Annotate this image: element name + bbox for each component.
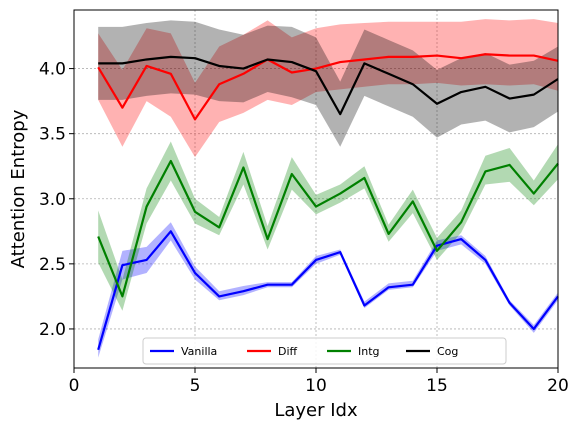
band-intg xyxy=(98,141,558,311)
x-tick-label: 10 xyxy=(305,376,327,396)
x-tick-label: 0 xyxy=(69,376,80,396)
x-axis-ticks: 0 5 10 15 20 xyxy=(69,368,569,396)
x-tick-label: 15 xyxy=(426,376,448,396)
confidence-bands xyxy=(98,19,558,358)
y-tick-label: 4.0 xyxy=(39,60,66,80)
y-axis-ticks: 2.0 2.5 3.0 3.5 4.0 xyxy=(39,60,74,340)
y-tick-label: 3.5 xyxy=(39,125,66,145)
series-line-cog xyxy=(98,55,559,116)
series-line-vanilla xyxy=(97,230,559,351)
y-tick-label: 3.0 xyxy=(39,190,66,210)
legend-label-vanilla: Vanilla xyxy=(181,345,217,358)
band-cog xyxy=(98,20,558,147)
legend-label-intg: Intg xyxy=(358,345,380,358)
legend-label-diff: Diff xyxy=(278,345,298,358)
legend-label-cog: Cog xyxy=(437,345,458,358)
legend-box xyxy=(142,337,507,365)
legend: Vanilla Diff Intg Cog xyxy=(142,337,507,365)
x-tick-label: 20 xyxy=(547,376,569,396)
band-diff xyxy=(98,19,558,158)
series-lines xyxy=(97,53,559,351)
series-line-intg xyxy=(97,159,559,298)
y-tick-label: 2.5 xyxy=(39,255,66,275)
y-tick-label: 2.0 xyxy=(39,320,66,340)
x-tick-label: 5 xyxy=(190,376,201,396)
series-line-diff xyxy=(97,53,559,121)
x-axis-label: Layer Idx xyxy=(274,400,358,421)
y-axis-label: Attention Entropy xyxy=(8,109,29,268)
band-vanilla xyxy=(98,222,558,358)
